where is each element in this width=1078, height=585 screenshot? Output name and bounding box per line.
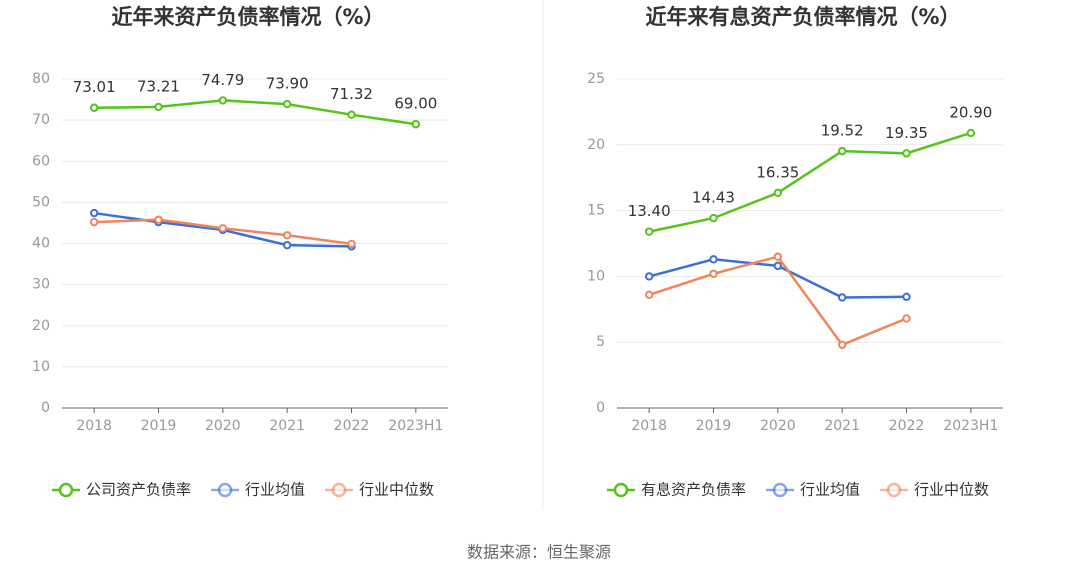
legend-marker: [331, 482, 347, 498]
point: [154, 215, 163, 224]
point: [89, 208, 99, 218]
x-tick-label: 2018: [631, 418, 667, 434]
x-tick-label: 2022: [889, 418, 925, 434]
source: 数据来源：恒生聚源: [467, 543, 611, 562]
point: [89, 217, 99, 227]
x-tick-label: 2021: [824, 418, 860, 434]
legend-label[interactable]: 行业均值: [800, 481, 860, 499]
point: [773, 252, 783, 261]
point: [902, 149, 911, 158]
legend-marker: [886, 482, 902, 498]
point: [837, 146, 847, 156]
series-line: [648, 131, 972, 233]
value-label: 73.90: [266, 75, 309, 93]
point: [644, 272, 654, 281]
point: [837, 340, 847, 350]
x-tick-label: 2023H1: [943, 418, 998, 434]
legend-label[interactable]: 行业均值: [245, 481, 305, 499]
legend-label[interactable]: 有息资产负债率: [641, 481, 746, 499]
legend-marker: [217, 482, 233, 498]
y-tick-label: 60: [32, 153, 50, 169]
y-tick-label: 0: [596, 400, 605, 416]
value-label: 19.35: [885, 124, 928, 142]
legend-label[interactable]: 行业中位数: [359, 481, 434, 499]
y-tick-label: 10: [587, 268, 605, 284]
value-label: 74.79: [201, 71, 244, 89]
value-label: 13.40: [628, 202, 671, 220]
point: [218, 96, 228, 105]
point: [709, 269, 718, 278]
value-label: 16.35: [756, 163, 799, 181]
value-label: 14.43: [692, 189, 735, 207]
value-label: 69.00: [394, 95, 437, 113]
legend-marker: [613, 482, 629, 498]
x-tick-label: 2020: [760, 418, 796, 434]
series-line: [94, 99, 417, 126]
y-tick-label: 15: [587, 203, 605, 219]
legend-marker: [58, 482, 74, 498]
point: [644, 227, 654, 236]
x-tick-label: 2023H1: [388, 418, 443, 434]
y-tick-label: 25: [587, 71, 605, 87]
point: [154, 102, 163, 112]
point: [89, 103, 99, 112]
chart-title: 近年来资产负债率情况（%）: [111, 5, 384, 29]
point: [644, 290, 654, 300]
x-tick-label: 2021: [269, 418, 305, 434]
x-tick-label: 2018: [76, 418, 112, 434]
y-tick-label: 0: [41, 400, 50, 416]
y-tick-label: 70: [32, 112, 50, 128]
y-tick-label: 20: [32, 318, 50, 334]
value-label: 73.21: [137, 77, 180, 95]
point: [282, 99, 292, 109]
point: [218, 224, 228, 233]
point: [347, 239, 356, 249]
point: [902, 292, 911, 301]
value-label: 71.32: [330, 85, 373, 103]
chart-title: 近年来有息资产负债率情况（%）: [645, 5, 960, 29]
legend-label[interactable]: 公司资产负债率: [86, 481, 191, 499]
y-tick-label: 50: [32, 194, 50, 210]
point: [709, 213, 718, 223]
point: [773, 261, 783, 271]
y-tick-label: 30: [32, 277, 50, 293]
point: [282, 240, 292, 250]
point: [902, 314, 911, 323]
x-tick-label: 2022: [334, 418, 370, 434]
point: [347, 110, 356, 119]
point: [282, 231, 292, 240]
point: [411, 120, 421, 129]
y-tick-label: 5: [596, 334, 605, 350]
legend-label[interactable]: 行业中位数: [914, 481, 989, 499]
value-label: 73.01: [73, 78, 116, 96]
value-label: 20.90: [949, 103, 992, 121]
x-tick-label: 2019: [696, 418, 732, 434]
y-tick-label: 80: [32, 71, 50, 87]
x-tick-label: 2019: [141, 418, 177, 434]
point: [837, 293, 847, 302]
point: [709, 255, 718, 264]
point: [773, 188, 783, 198]
y-tick-label: 10: [32, 359, 50, 375]
legend-marker: [772, 482, 788, 498]
y-tick-label: 40: [32, 236, 50, 252]
y-tick-label: 20: [587, 137, 605, 153]
point: [966, 128, 976, 138]
x-tick-label: 2020: [205, 418, 241, 434]
value-label: 19.52: [821, 122, 864, 140]
